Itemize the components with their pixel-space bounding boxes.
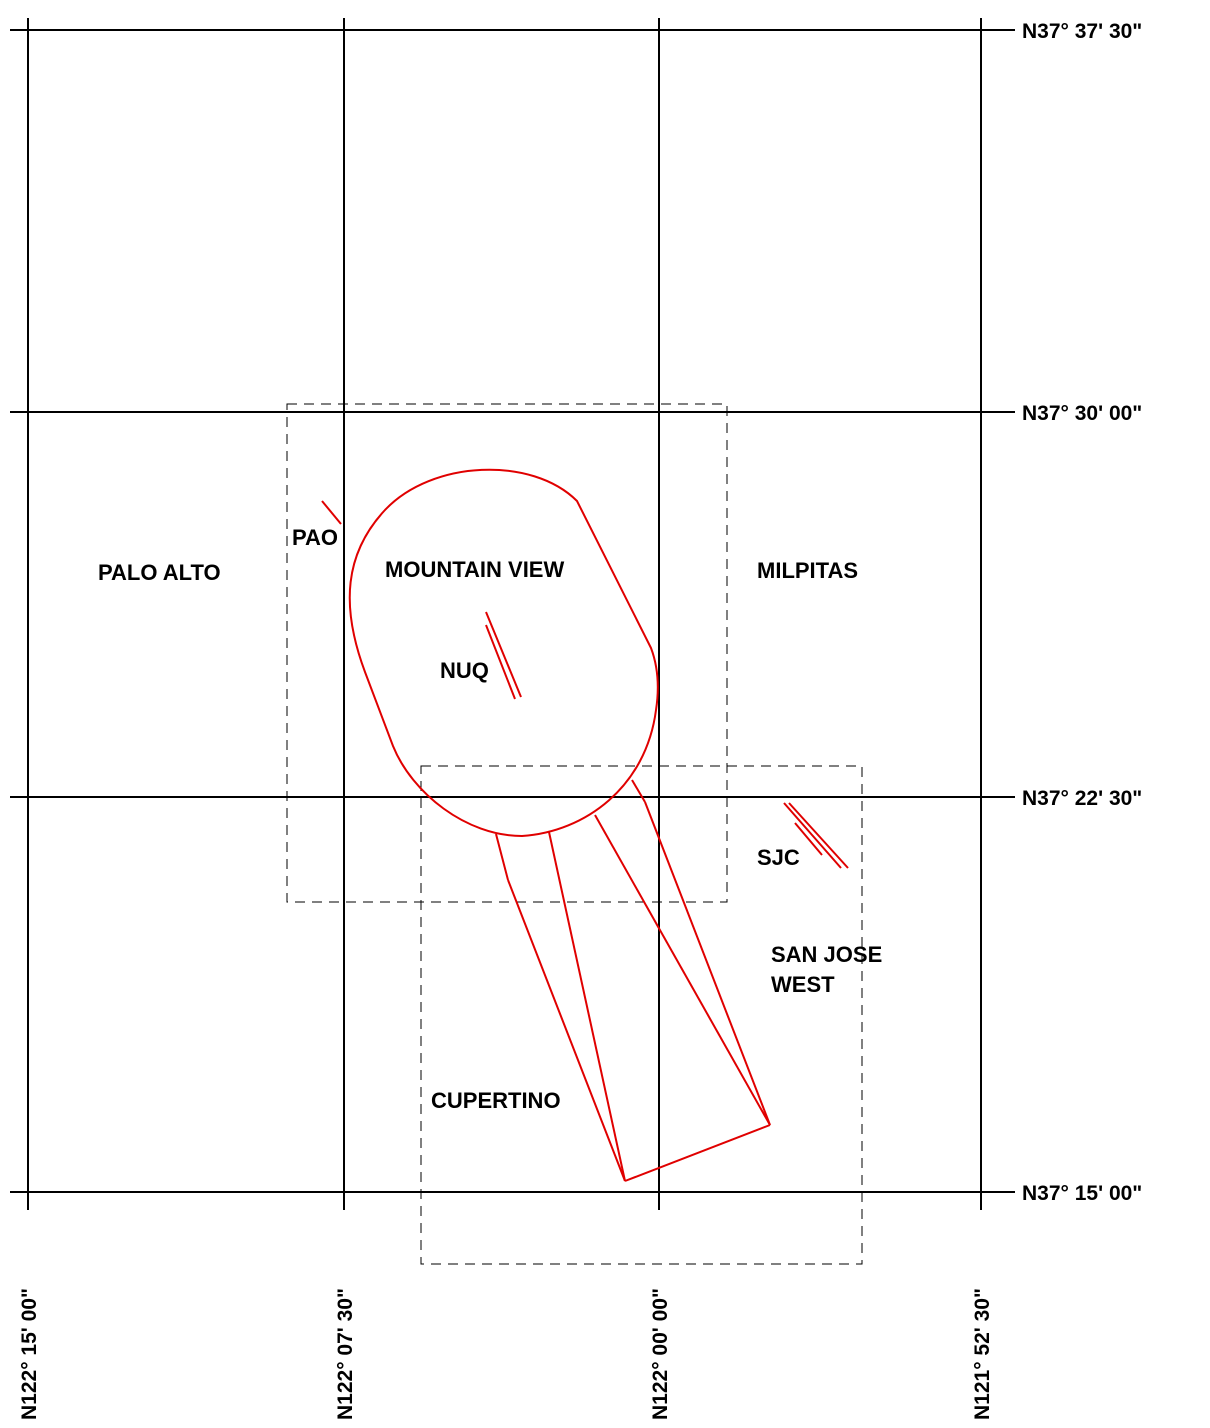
latitude-grid-lines [10,29,1015,1193]
lat-label-37-15-00: N37° 15' 00" [1022,1182,1142,1205]
nuq-runway [485,611,522,698]
nuq-runway [485,624,516,700]
approach-corridor-right-edge [644,801,771,1126]
place-label-san-jose-west: SAN JOSE [771,942,882,967]
approach-corridor-right-edge [631,779,646,803]
place-label-milpitas: MILPITAS [757,558,858,583]
airspace-boundary [348,468,771,1182]
pao-runway [321,500,342,525]
lon-label-122-00-00: N122° 00' 00" [649,1288,672,1420]
lon-label-121-52-30: N121° 52' 30" [971,1288,994,1420]
approach-corridor-left-edge [507,879,626,1182]
place-label-mountain-view: MOUNTAIN VIEW [385,557,564,582]
longitude-labels: N122° 15' 00" N122° 07' 30" N122° 00' 00… [18,1288,994,1420]
cupertino-chart-boundary [420,765,863,1265]
mountain-view-chart-boundary [286,403,728,903]
approach-corridor-left-edge [495,833,509,881]
lat-label-37-30-00: N37° 30' 00" [1022,402,1142,425]
approach-corridor-center-line [548,831,626,1182]
lon-label-122-07-30: N122° 07' 30" [334,1288,357,1420]
airport-label-sjc: SJC [757,845,800,870]
place-label-cupertino: CUPERTINO [431,1088,561,1113]
airport-labels: PAO NUQ SJC [292,525,800,870]
runways [321,500,849,869]
sjc-runway [788,802,849,869]
place-label-palo-alto: PALO ALTO [98,560,221,585]
place-label-san-jose-west: WEST [771,972,835,997]
sjc-runway [794,822,823,856]
latitude-labels: N37° 37' 30" N37° 30' 00" N37° 22' 30" N… [1022,20,1142,1205]
airport-label-pao: PAO [292,525,338,550]
lon-label-122-15-00: N122° 15' 00" [18,1288,41,1420]
approach-corridor-inner-line [594,814,771,1126]
longitude-grid-lines [27,18,982,1210]
airport-label-nuq: NUQ [440,658,489,683]
place-labels: PALO ALTO MOUNTAIN VIEW MILPITAS CUPERTI… [98,557,882,1113]
lat-label-37-22-30: N37° 22' 30" [1022,787,1142,810]
sjc-runway [783,802,842,869]
approach-corridor-base [624,1124,771,1182]
lat-label-37-37-30: N37° 37' 30" [1022,20,1142,43]
moffett-airspace-outline [348,468,659,838]
